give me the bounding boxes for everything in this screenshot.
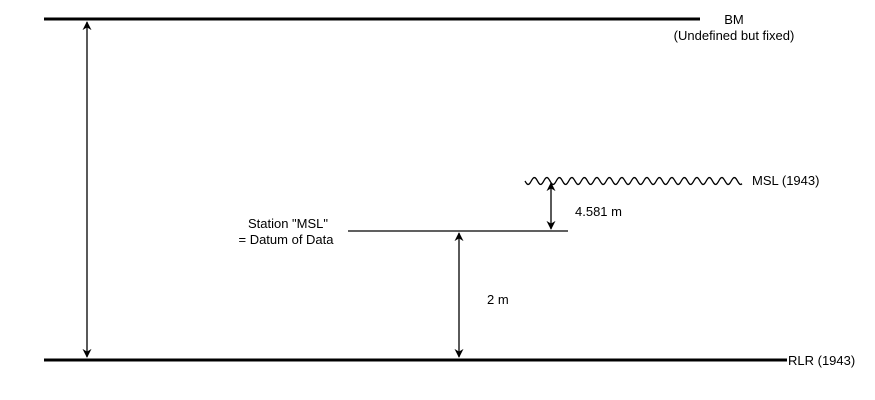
- msl-station-measurement-label: 4.581 m: [575, 204, 622, 219]
- station-label: Station "MSL": [248, 216, 328, 231]
- station-rlr-measurement-label: 2 m: [487, 292, 509, 307]
- msl-wavy-line: [524, 176, 743, 186]
- station-datum-label: = Datum of Data: [238, 232, 334, 247]
- bm-note-label: (Undefined but fixed): [674, 28, 795, 43]
- rlr-label: RLR (1943): [788, 353, 855, 368]
- msl-label: MSL (1943): [752, 173, 819, 188]
- bm-label: BM: [724, 12, 744, 27]
